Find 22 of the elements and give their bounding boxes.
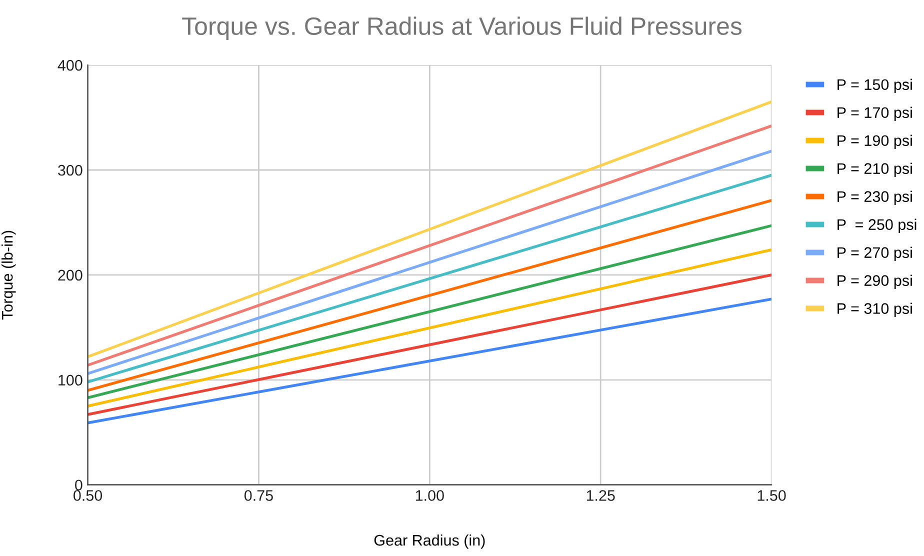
legend-label: P = 170 psi [838, 106, 912, 122]
chart-title: Torque vs. Gear Radius at Various Fluid Pressures [182, 16, 742, 40]
x-axis-title: Gear Radius (in) [374, 534, 485, 549]
x-tick-label: 0.75 [244, 490, 273, 501]
x-tick-label: 1.00 [416, 490, 444, 501]
legend-label: P = 270 psi [838, 246, 912, 261]
y-tick-label: 100 [58, 374, 82, 386]
legend-label: P = 250 psi [838, 218, 916, 234]
legend-label: P = 230 psi [838, 190, 912, 206]
x-tick-label: 1.25 [586, 490, 615, 501]
y-tick-label: 0 [75, 480, 82, 491]
legend-label: P = 190 psi [838, 134, 912, 150]
x-tick-label: 0.50 [74, 490, 102, 501]
y-tick-label: 400 [58, 60, 82, 71]
x-tick-label: 1.50 [758, 490, 786, 501]
y-tick-label: 300 [58, 164, 82, 176]
legend-label: P = 210 psi [838, 162, 912, 178]
legend-label: P = 310 psi [838, 302, 912, 317]
y-axis-title: Torque (lb-in) [2, 230, 16, 320]
legend-label: P = 290 psi [838, 274, 912, 289]
legend-label: P = 150 psi [838, 78, 912, 94]
y-tick-label: 200 [58, 270, 82, 281]
